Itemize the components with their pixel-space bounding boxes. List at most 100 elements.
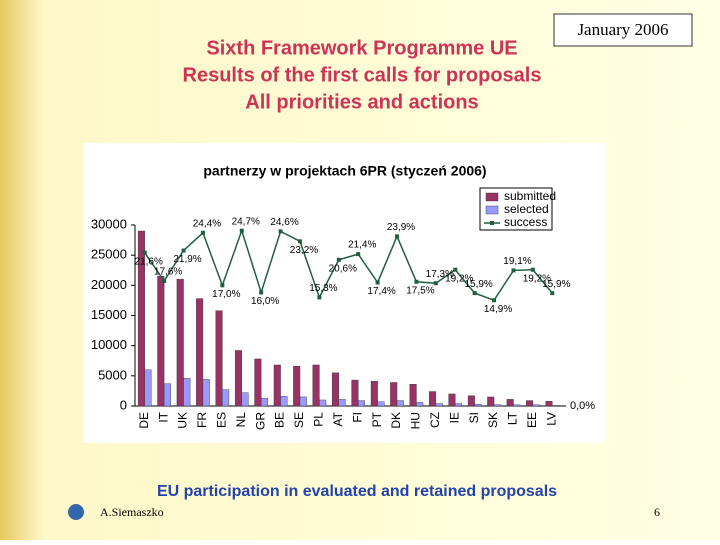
marker [550, 291, 555, 296]
x-tick-label: SI [467, 412, 481, 423]
legend-marker [490, 221, 494, 225]
bar [351, 379, 359, 407]
marker [162, 279, 167, 284]
x-tick-label: PL [312, 412, 326, 427]
marker [530, 267, 535, 272]
data-label: 23,2% [290, 245, 318, 256]
legend-label: selected [504, 202, 549, 216]
bar [331, 372, 339, 407]
author: A.Siemaszko [100, 505, 164, 519]
y-tick-label: 15000 [91, 307, 127, 322]
footer: EU participation in evaluated and retain… [157, 483, 557, 500]
y2-tick-label: 0,0% [570, 400, 595, 412]
bar [273, 364, 281, 407]
x-tick-label: SK [486, 412, 500, 428]
y-tick-label: 0 [120, 397, 127, 412]
marker [433, 281, 438, 286]
x-tick-label: ES [215, 412, 229, 428]
x-tick-label: CZ [428, 412, 442, 428]
bar [545, 400, 553, 407]
logo [68, 504, 84, 520]
bar [234, 350, 242, 407]
marker [239, 228, 244, 233]
bar [493, 404, 501, 407]
data-label: 24,6% [270, 217, 298, 228]
legend-label: success [504, 215, 547, 229]
data-label: 17,5% [406, 285, 434, 296]
bar [429, 391, 437, 407]
date-box [553, 13, 693, 47]
bar [409, 384, 417, 407]
bar [312, 364, 320, 407]
title-line: Results of the first calls for proposals [183, 64, 542, 86]
bar [293, 365, 301, 407]
bar [435, 403, 443, 407]
bar [222, 389, 230, 407]
bar [455, 403, 463, 407]
line [144, 228, 553, 302]
bar [487, 396, 495, 407]
marker [395, 234, 400, 239]
bar [183, 378, 191, 407]
x-tick-label: SE [292, 412, 306, 428]
data-label: 24,7% [232, 216, 260, 227]
bar [396, 400, 404, 407]
bar [299, 396, 307, 407]
marker [259, 290, 264, 295]
bar [254, 358, 262, 407]
bar [532, 404, 540, 407]
bar [196, 298, 204, 407]
x-tick-label: NL [234, 412, 248, 428]
marker [472, 291, 477, 296]
bar [338, 399, 346, 407]
marker [278, 229, 283, 234]
data-label: 15,3% [309, 283, 337, 294]
x-tick-label: PT [370, 411, 384, 427]
x-tick-label: BE [273, 412, 287, 428]
bar [176, 279, 184, 407]
bar [215, 310, 223, 407]
bar [390, 382, 398, 407]
marker [375, 280, 380, 285]
data-label: 19,1% [503, 256, 531, 267]
x-tick-label: IT [156, 411, 170, 422]
page-number: 6 [654, 505, 660, 519]
marker [297, 239, 302, 244]
bar [202, 379, 210, 407]
chart-title: partnerzy w projektach 6PR (styczeń 2006… [203, 163, 486, 179]
date: January 2006 [577, 20, 668, 39]
title-line: Sixth Framework Programme UE [206, 37, 517, 59]
title: Sixth Framework Programme UE Results of … [183, 37, 542, 113]
bar [358, 400, 366, 407]
x-tick-label: FI [350, 412, 364, 423]
bar [319, 399, 327, 407]
x-tick-label: DE [137, 412, 151, 429]
bar [377, 401, 385, 407]
bar [144, 369, 152, 407]
bar [157, 276, 165, 407]
marker [336, 257, 341, 262]
bar [474, 403, 482, 407]
x-tick-label: LV [544, 412, 558, 426]
y-tick-label: 10000 [91, 337, 127, 352]
marker [317, 295, 322, 300]
bar [370, 381, 378, 407]
bar [137, 230, 145, 407]
bar [260, 397, 268, 407]
x-tick-label: HU [409, 412, 423, 429]
bar [280, 396, 288, 407]
bar [506, 399, 514, 407]
bar [416, 402, 424, 407]
y-tick-label: 20000 [91, 277, 127, 292]
data-label: 16,0% [251, 296, 279, 307]
data-label: 21,9% [173, 254, 201, 265]
data-label: 24,4% [193, 218, 221, 229]
bar [552, 405, 560, 407]
bar [513, 404, 521, 407]
x-tick-label: AT [331, 411, 345, 426]
data-label: 21,6% [135, 256, 163, 267]
bar [163, 383, 171, 407]
data-label: 21,4% [348, 240, 376, 251]
data-label: 15,9% [464, 279, 492, 290]
data-label: 17,6% [154, 267, 182, 278]
